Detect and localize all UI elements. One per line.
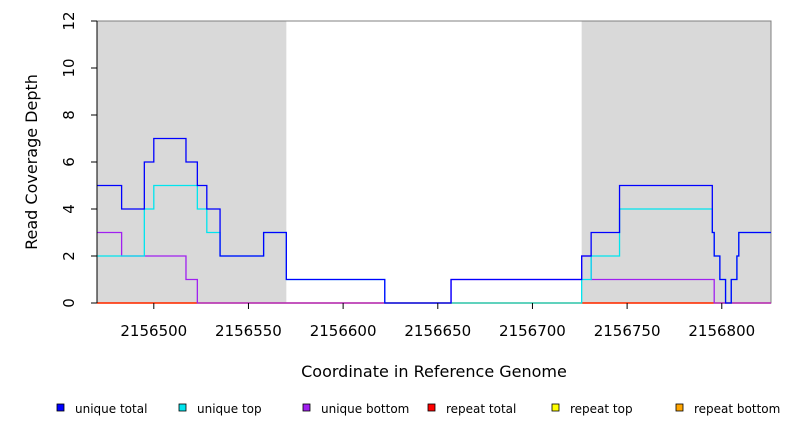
- legend-swatch: [551, 403, 560, 412]
- legend-item-unique-total: unique total: [56, 402, 147, 416]
- y-axis-title: Read Coverage Depth: [22, 74, 41, 250]
- x-axis: 2156500 2156550 2156600 2156650 2156700 21567…: [120, 303, 755, 340]
- shaded-regions: [97, 21, 771, 303]
- series-line-unique-total: [97, 137, 771, 304]
- y-tick-label-2: 4: [60, 204, 78, 214]
- legend-swatch: [56, 403, 65, 412]
- legend-label: repeat bottom: [694, 402, 780, 416]
- legend-item-repeat-total: repeat total: [427, 402, 516, 416]
- legend-swatch: [427, 403, 436, 412]
- legend-label: repeat top: [570, 402, 633, 416]
- series-lines: [97, 137, 771, 304]
- y-tick-label-1: 2: [60, 251, 78, 261]
- y-axis: 0 2 4 6 8 10 12: [60, 11, 98, 308]
- legend-item-repeat-bottom: repeat bottom: [675, 402, 780, 416]
- x-tick-label-0: 2156500: [120, 322, 187, 340]
- x-tick-label-5: 2156750: [594, 322, 661, 340]
- x-axis-title: Coordinate in Reference Genome: [301, 362, 567, 381]
- shaded-region-1: [581, 21, 771, 303]
- legend-label: repeat total: [446, 402, 516, 416]
- x-tick-label-1: 2156550: [215, 322, 282, 340]
- legend-swatch: [178, 403, 187, 412]
- legend-swatch: [675, 403, 684, 412]
- y-tick-label-4: 8: [60, 110, 78, 120]
- legend-item-unique-bottom: unique bottom: [302, 402, 409, 416]
- y-tick-label-3: 6: [60, 157, 78, 167]
- legend: unique total unique top unique bottom repea…: [56, 402, 780, 416]
- x-tick-label-6: 2156800: [688, 322, 755, 340]
- legend-swatch: [302, 403, 311, 412]
- y-tick-label-6: 12: [60, 11, 78, 30]
- x-tick-label-2: 2156600: [310, 322, 377, 340]
- legend-item-unique-top: unique top: [178, 402, 262, 416]
- legend-item-repeat-top: repeat top: [551, 402, 633, 416]
- y-tick-label-5: 10: [60, 58, 78, 77]
- x-tick-label-4: 2156700: [499, 322, 566, 340]
- y-tick-label-0: 0: [60, 298, 78, 308]
- legend-label: unique top: [197, 402, 262, 416]
- x-tick-label-3: 2156650: [404, 322, 471, 340]
- legend-label: unique total: [75, 402, 147, 416]
- legend-label: unique bottom: [321, 402, 409, 416]
